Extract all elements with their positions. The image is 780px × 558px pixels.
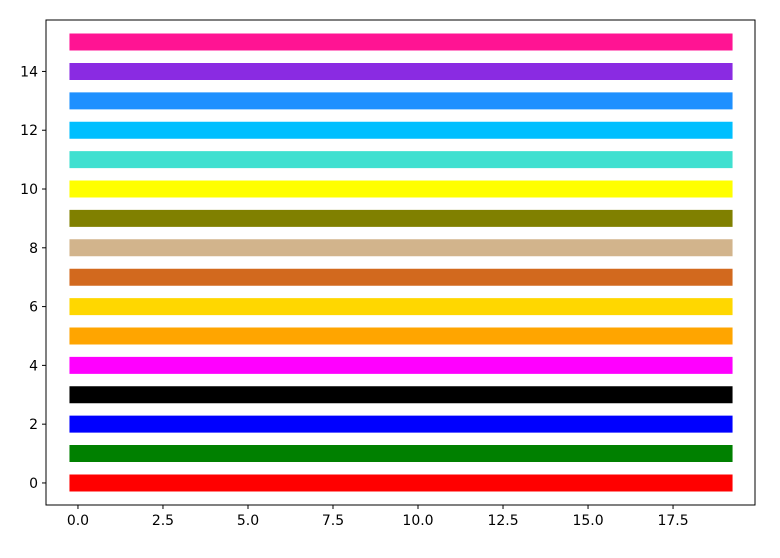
- y-axis: 0 2 4 6 8 10 12 14: [20, 64, 46, 492]
- x-axis: 0.0 2.5 5.0 7.5 10.0 12.5 15.0 17.5: [67, 505, 689, 529]
- x-tick-label: 2.5: [152, 513, 174, 529]
- x-tick-label: 10.0: [402, 513, 433, 529]
- y-tick-label: 2: [29, 417, 38, 433]
- y-tick-label: 8: [29, 241, 38, 257]
- x-tick-label: 7.5: [322, 513, 344, 529]
- x-tick-label: 12.5: [487, 513, 518, 529]
- x-tick-label: 0.0: [67, 513, 89, 529]
- y-tick-label: 4: [29, 358, 38, 374]
- y-tick-label: 10: [20, 182, 38, 198]
- y-tick-label: 6: [29, 300, 38, 316]
- x-tick-label: 17.5: [657, 513, 688, 529]
- y-tick-label: 0: [29, 476, 38, 492]
- y-tick-label: 14: [20, 64, 38, 80]
- series-lines: [69, 33, 733, 492]
- x-tick-label: 5.0: [237, 513, 259, 529]
- axes-frame: [45, 19, 756, 506]
- x-tick-label: 15.0: [572, 513, 603, 529]
- y-tick-label: 12: [20, 123, 38, 139]
